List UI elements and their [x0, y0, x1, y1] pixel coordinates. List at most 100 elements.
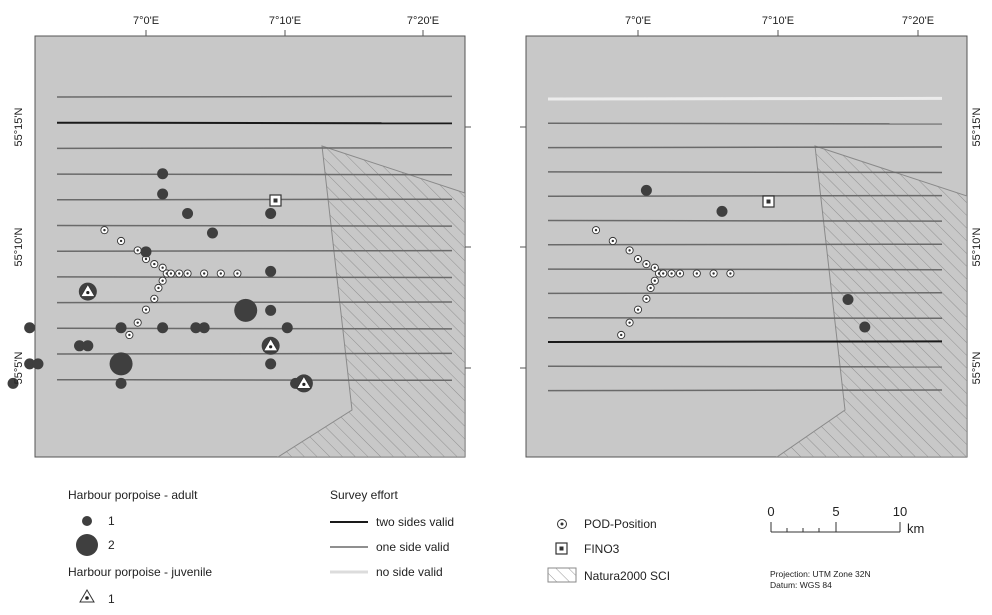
adult-sighting-marker: [7, 377, 19, 389]
pod-position-marker: [133, 318, 142, 327]
right-lat-label-1: 55°15'N: [971, 107, 983, 146]
right-transect-line: [547, 194, 943, 197]
pod-position-marker: [166, 269, 175, 278]
left-juvenile-sightings: [78, 282, 313, 393]
adult-sighting-marker: [157, 168, 169, 180]
right-transect-line: [547, 146, 943, 149]
right-lat-label-2: 55°10'N: [971, 227, 983, 266]
right-lon-label-1: 7°0'E: [625, 15, 651, 27]
right-transect-line: [547, 96, 943, 101]
legend-juvenile-1-label: 1: [108, 592, 115, 606]
pod-position-marker: [233, 269, 242, 278]
pod-position-marker: [646, 283, 655, 293]
pod-position-marker: [175, 269, 184, 278]
scale-bar-line: [770, 522, 901, 533]
pod-position-marker: [100, 226, 109, 235]
legend-porpoise: Harbour porpoise - adult 1 2 Harbour por…: [68, 488, 212, 606]
right-adult-sightings: [640, 184, 871, 333]
scale-tick-10: 10: [893, 504, 907, 519]
scale-tick-5: 5: [832, 504, 839, 519]
left-pod-positions: [100, 226, 242, 340]
right-map: 7°0'E 7°10'E 7°20'E 55°15'N 55°10'N 55°5…: [520, 15, 983, 458]
right-pod-positions: [591, 226, 735, 340]
right-lon-label-3: 7°20'E: [902, 15, 934, 27]
right-transect-line: [547, 171, 943, 174]
left-map: 7°0'E 7°10'E 7°20'E 55°15'N 55°10'N 55°5…: [7, 15, 471, 458]
legend-pod-label: POD-Position: [584, 517, 657, 531]
adult-sighting-marker: [109, 352, 133, 376]
adult-sighting-marker: [206, 227, 218, 239]
adult-sighting-marker: [115, 377, 127, 389]
pod-position-marker: [150, 294, 159, 303]
pod-position-marker: [591, 226, 601, 235]
right-transect-line: [547, 122, 943, 125]
legend-adult-2-label: 2: [108, 538, 115, 552]
pod-position-marker: [675, 269, 685, 278]
scale-bar: 0 5 10 km Projection: UTM Zone 32N Datum…: [767, 504, 924, 590]
legend-effort: Survey effort two sides valid one side v…: [330, 488, 454, 579]
pod-position-marker: [650, 276, 659, 285]
adult-sighting-marker: [82, 340, 94, 352]
right-transect-line: [547, 292, 943, 295]
right-ticks: [520, 30, 919, 369]
legend-adult-title: Harbour porpoise - adult: [68, 488, 198, 502]
legend-adult-1-label: 1: [108, 514, 115, 528]
legend-juvenile-title: Harbour porpoise - juvenile: [68, 565, 212, 579]
adult-sighting-marker: [265, 208, 277, 220]
left-lon-label-2: 7°10'E: [269, 15, 301, 27]
right-transect-line: [547, 219, 943, 222]
left-transect-line: [56, 121, 453, 125]
pod-position-marker: [667, 269, 676, 278]
pod-position-marker: [117, 236, 126, 246]
adult-sighting-marker: [24, 322, 36, 334]
legend-effort-title: Survey effort: [330, 488, 398, 502]
right-transects: [547, 96, 943, 392]
left-transect-line: [56, 249, 453, 252]
right-lat-label-3: 55°5'N: [971, 352, 983, 385]
scale-unit: km: [907, 521, 924, 536]
right-transect-line: [547, 340, 943, 343]
adult-sighting-marker: [157, 188, 169, 200]
adult-sighting-marker: [265, 265, 277, 277]
legend-fino3-label: FINO3: [584, 542, 620, 556]
juvenile-sighting-marker: [261, 336, 280, 355]
pod-position-marker: [200, 269, 209, 278]
pod-position-marker: [133, 246, 142, 255]
left-transect-line: [56, 173, 453, 176]
right-transect-line: [547, 316, 943, 320]
adult-sighting-marker: [198, 322, 210, 334]
pod-position-marker: [650, 263, 659, 272]
legend-adult-1-symbol: [82, 516, 92, 526]
adult-sighting-marker: [265, 304, 277, 316]
left-adult-sightings: [7, 168, 302, 389]
legend-natura-label: Natura2000 SCI: [584, 569, 670, 583]
legend-no-side-label: no side valid: [376, 565, 443, 579]
right-transect-line: [547, 389, 943, 392]
pod-position-marker: [633, 254, 643, 264]
legend-adult-2-symbol: [76, 534, 98, 556]
right-transect-line: [547, 268, 943, 271]
adult-sighting-marker: [182, 208, 194, 220]
adult-sighting-marker: [115, 322, 127, 334]
left-transect-line: [56, 198, 453, 201]
pod-position-marker: [608, 236, 617, 246]
pod-position-marker: [642, 260, 651, 269]
left-lon-label-1: 7°0'E: [133, 15, 159, 27]
adult-sighting-marker: [640, 184, 652, 196]
left-transect-line: [56, 224, 453, 227]
left-ticks: [145, 30, 471, 369]
juvenile-sighting-marker: [78, 282, 97, 301]
left-lon-label-3: 7°20'E: [407, 15, 439, 27]
juvenile-sighting-marker: [294, 374, 313, 393]
pod-position-marker: [625, 318, 634, 327]
pod-position-marker: [183, 269, 192, 278]
pod-position-marker: [709, 269, 718, 278]
left-transects: [56, 95, 453, 382]
legend-juvenile-symbol: [79, 589, 95, 603]
pod-position-marker: [642, 294, 651, 303]
left-lat-label-3: 55°5'N: [13, 352, 25, 385]
right-transect-line: [547, 365, 943, 368]
adult-sighting-marker: [234, 298, 258, 322]
legend-two-sides-label: two sides valid: [376, 515, 454, 529]
